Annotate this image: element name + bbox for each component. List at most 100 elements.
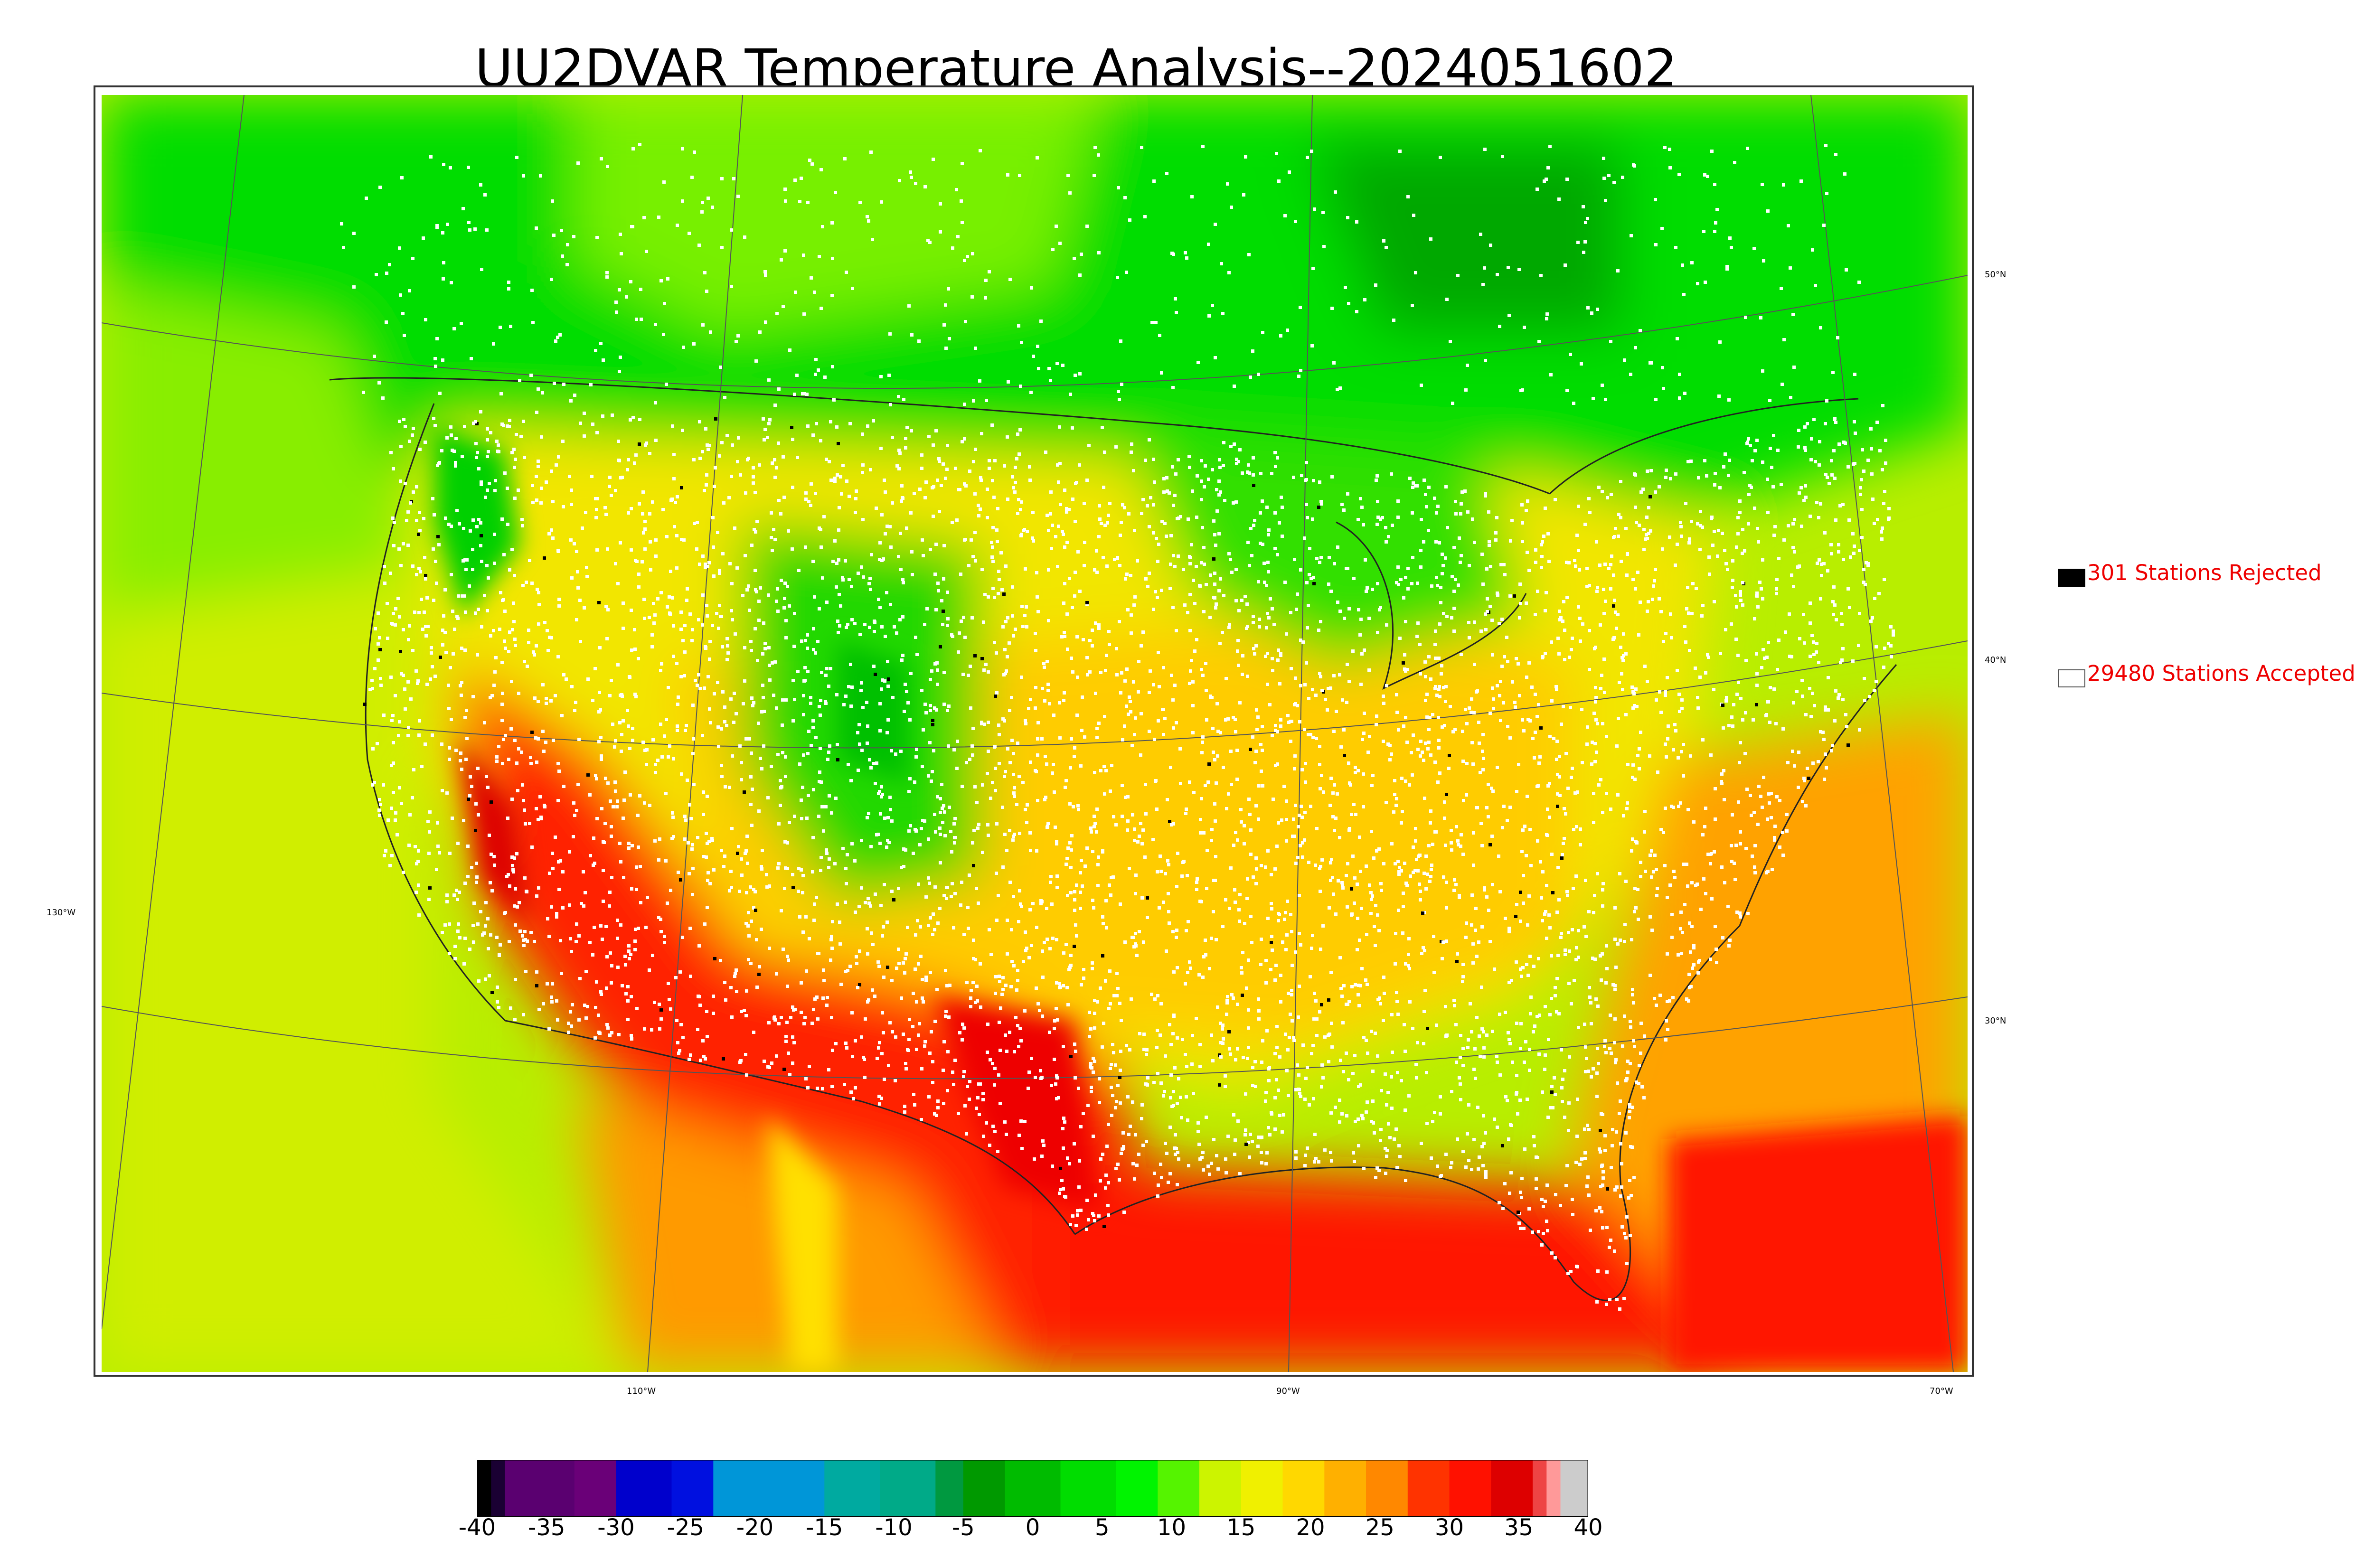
station-marker <box>980 722 983 725</box>
station-marker <box>1391 524 1394 527</box>
station-marker <box>1304 1154 1307 1157</box>
station-marker <box>415 519 418 522</box>
station-marker <box>1283 581 1287 584</box>
station-marker <box>1576 1098 1579 1101</box>
station-marker <box>1460 554 1463 557</box>
station-marker <box>1233 1153 1236 1156</box>
station-marker <box>1767 792 1771 796</box>
station-marker <box>1400 869 1403 873</box>
station-marker <box>1365 1039 1368 1042</box>
station-marker <box>1760 587 1763 591</box>
station-marker <box>659 669 662 672</box>
station-marker <box>1536 590 1539 593</box>
station-marker <box>373 781 376 784</box>
station-marker <box>1187 920 1190 923</box>
station-marker <box>579 422 582 425</box>
station-marker <box>383 565 386 568</box>
station-marker <box>1461 1150 1465 1153</box>
station-marker <box>1797 445 1800 449</box>
station-marker <box>508 884 511 888</box>
station-marker <box>1376 516 1380 519</box>
station-marker <box>956 740 959 743</box>
station-marker <box>738 744 742 748</box>
station-marker <box>1021 625 1025 628</box>
station-marker <box>804 1077 808 1080</box>
station-marker <box>1818 558 1821 562</box>
station-marker <box>1055 938 1058 941</box>
station-marker <box>1441 940 1445 944</box>
station-marker <box>1507 981 1511 984</box>
station-marker <box>1827 708 1830 712</box>
station-marker <box>1752 718 1755 722</box>
station-marker <box>1411 773 1414 777</box>
station-marker <box>744 1053 747 1056</box>
station-marker <box>791 679 795 682</box>
station-marker <box>1625 807 1629 810</box>
station-marker <box>1482 757 1485 760</box>
station-marker <box>570 503 573 506</box>
station-marker <box>1179 782 1182 785</box>
station-marker <box>1219 1041 1223 1044</box>
station-marker <box>1096 884 1100 887</box>
station-marker <box>753 528 756 531</box>
station-marker <box>899 568 903 571</box>
station-marker <box>706 565 709 568</box>
station-marker <box>1519 1227 1522 1230</box>
station-marker <box>783 887 786 890</box>
station-marker <box>1375 523 1379 526</box>
station-marker <box>981 1098 985 1101</box>
station-marker <box>1624 880 1628 883</box>
station-marker <box>1665 755 1668 759</box>
station-marker <box>1871 498 1875 501</box>
station-marker <box>1115 647 1118 650</box>
station-marker <box>861 463 865 467</box>
station-marker <box>797 569 801 572</box>
station-marker <box>510 451 514 454</box>
station-marker <box>1247 958 1250 962</box>
station-marker <box>1249 915 1253 918</box>
station-marker <box>1055 981 1058 985</box>
station-marker <box>1484 1170 1488 1174</box>
station-marker <box>604 777 607 780</box>
station-marker <box>1405 741 1409 744</box>
station-marker <box>1666 737 1669 741</box>
temperature-map[interactable] <box>102 95 1968 1372</box>
station-marker <box>781 751 784 754</box>
station-marker <box>1854 432 1857 435</box>
station-marker <box>810 482 813 486</box>
station-marker <box>1672 748 1675 751</box>
station-marker <box>1187 517 1190 521</box>
station-marker <box>746 924 750 928</box>
station-marker <box>1837 543 1840 546</box>
station-marker <box>1306 1066 1309 1069</box>
station-marker <box>1155 537 1158 540</box>
station-marker <box>1120 1019 1123 1022</box>
station-marker <box>1541 1090 1544 1094</box>
station-marker <box>1254 882 1258 885</box>
station-marker <box>1238 701 1242 704</box>
station-marker <box>886 525 889 528</box>
station-marker <box>880 625 884 629</box>
station-marker <box>1166 489 1169 493</box>
station-marker <box>415 862 418 865</box>
station-marker <box>1702 877 1705 881</box>
station-marker <box>1613 938 1617 941</box>
station-marker <box>1556 637 1560 640</box>
station-marker <box>1601 1226 1604 1230</box>
station-marker <box>791 719 795 723</box>
station-marker <box>713 692 716 695</box>
station-marker <box>386 818 390 822</box>
station-marker <box>1335 710 1338 713</box>
station-marker <box>1419 898 1422 901</box>
station-marker <box>1721 704 1724 707</box>
station-marker <box>1429 753 1432 757</box>
station-marker <box>1396 860 1400 863</box>
station-marker <box>1438 771 1441 775</box>
station-marker <box>1425 715 1429 719</box>
station-marker <box>1385 1103 1388 1107</box>
station-marker <box>1198 1065 1202 1068</box>
station-marker <box>770 511 773 515</box>
station-marker <box>1350 887 1353 891</box>
station-marker <box>1708 573 1711 576</box>
station-marker <box>1103 792 1106 796</box>
